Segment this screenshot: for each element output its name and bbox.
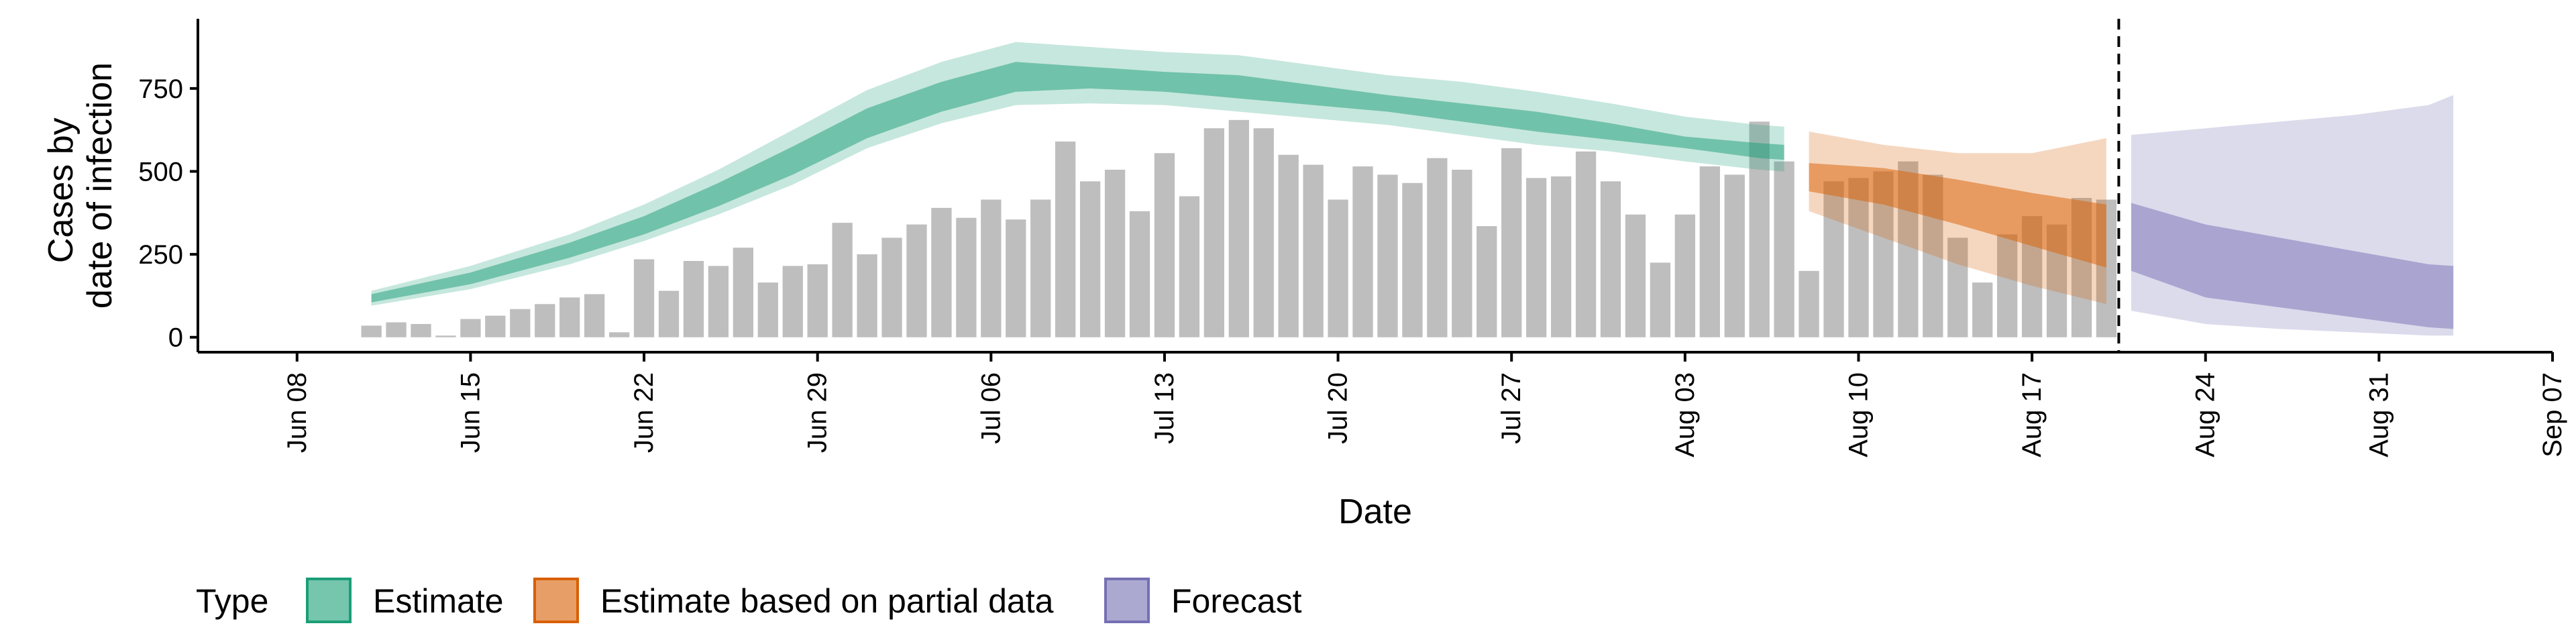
x-tick-label: Jun 29 [803,372,833,453]
legend-label: Estimate [373,582,504,620]
x-tick-label: Jul 13 [1150,372,1179,444]
legend-label: Forecast [1171,582,1302,620]
legend-swatch [306,578,352,623]
case-bar [757,282,778,337]
legend-swatch [1104,578,1150,623]
case-bar [1129,211,1150,337]
case-bar [658,290,680,337]
y-tick-label: 250 [138,240,183,270]
case-bar [559,297,580,337]
case-bar [485,315,506,337]
case-bar [1352,166,1373,337]
case-bar [1625,214,1646,337]
band-inner-forecast [2131,203,2454,329]
case-bar [361,325,382,337]
x-tick-label: Jun 08 [282,372,312,453]
case-bar [1030,199,1051,337]
legend-title: Type [196,582,268,620]
x-tick-label: Jul 27 [1497,372,1526,444]
case-bar [510,309,531,337]
case-bar [1452,170,1472,337]
x-tick-label: Aug 17 [2017,372,2047,458]
case-bar [807,264,828,337]
case-bar [1477,226,1497,337]
legend: Type Estimate Estimate based on partial d… [196,578,1302,623]
legend-label: Estimate based on partial data [600,582,1054,620]
case-bar [881,237,902,337]
x-tick-label: Jun 15 [455,372,485,453]
case-bar [435,335,456,337]
y-tick-label: 750 [138,74,183,104]
case-bar [1674,214,1695,337]
band-group [371,42,2454,336]
case-bar [386,322,407,337]
case-bar [1328,199,1348,337]
x-tick-group: Jun 08 Jun 15 Jun 22 Jun 29 Jul 06 Jul 13 Jul … [282,352,2567,458]
case-bar [1278,154,1299,337]
y-axis-title-line-1: Cases by [42,117,80,263]
band-inner-estimate-based-on-partial-data [1809,163,2106,268]
case-bar [683,261,704,337]
case-bar [1253,128,1274,337]
case-bar [857,254,877,337]
case-bar [1104,170,1126,337]
case-bar [1228,119,1249,337]
case-bar [1006,219,1026,337]
case-bar [1972,282,1993,337]
case-bar [1600,181,1621,337]
y-tick-label: 0 [168,323,183,353]
x-tick-label: Aug 03 [1670,372,1700,458]
x-axis-title: Date [1338,492,1412,531]
case-bar [1427,158,1448,337]
case-bar [1575,151,1597,337]
case-bar [584,294,605,337]
case-bar [782,266,803,337]
y-axis-title-line-2: date of infection [80,62,119,309]
x-tick-label: Sep 07 [2538,372,2567,458]
case-bar [931,207,952,337]
case-bar [1799,270,1819,337]
case-bar [460,319,481,337]
y-tick-group: 0 250 500 750 [138,74,198,353]
case-bar [1650,262,1671,337]
legend-swatch [533,578,579,623]
case-bar [608,332,630,337]
case-bar [1699,166,1720,337]
case-bar [906,224,927,337]
case-bar [956,217,977,337]
case-bar [1997,234,2018,337]
case-bar [1774,161,1794,337]
case-bar [411,323,431,337]
case-bar [1501,148,1522,337]
case-bar [1947,237,1968,337]
case-bar [1079,181,1101,337]
y-tick-label: 500 [138,157,183,186]
x-tick-label: Aug 10 [1843,372,1873,458]
case-bar [1377,174,1398,337]
case-bar [1203,128,1224,337]
case-bar [981,199,1002,337]
case-bar [1526,178,1547,337]
x-tick-label: Jul 06 [976,372,1006,444]
y-axis-title: Cases by date of infection [42,62,119,309]
case-bar [1848,178,1869,337]
case-bar [832,223,853,337]
case-bar [708,266,729,337]
x-tick-label: Aug 31 [2364,372,2394,458]
x-tick-label: Jun 22 [629,372,659,453]
case-bar [1550,176,1572,337]
case-bar [633,259,655,337]
case-bar [1055,141,1076,337]
case-bar [1724,174,1745,337]
case-bar [1303,164,1324,337]
x-tick-label: Aug 24 [2191,372,2220,458]
case-bar [1179,196,1200,337]
case-bar [535,304,555,337]
case-bar [1402,182,1423,337]
case-bar [1823,181,1844,337]
case-bar [1154,153,1175,337]
x-tick-label: Jul 20 [1324,372,1353,444]
case-bar [733,248,753,337]
